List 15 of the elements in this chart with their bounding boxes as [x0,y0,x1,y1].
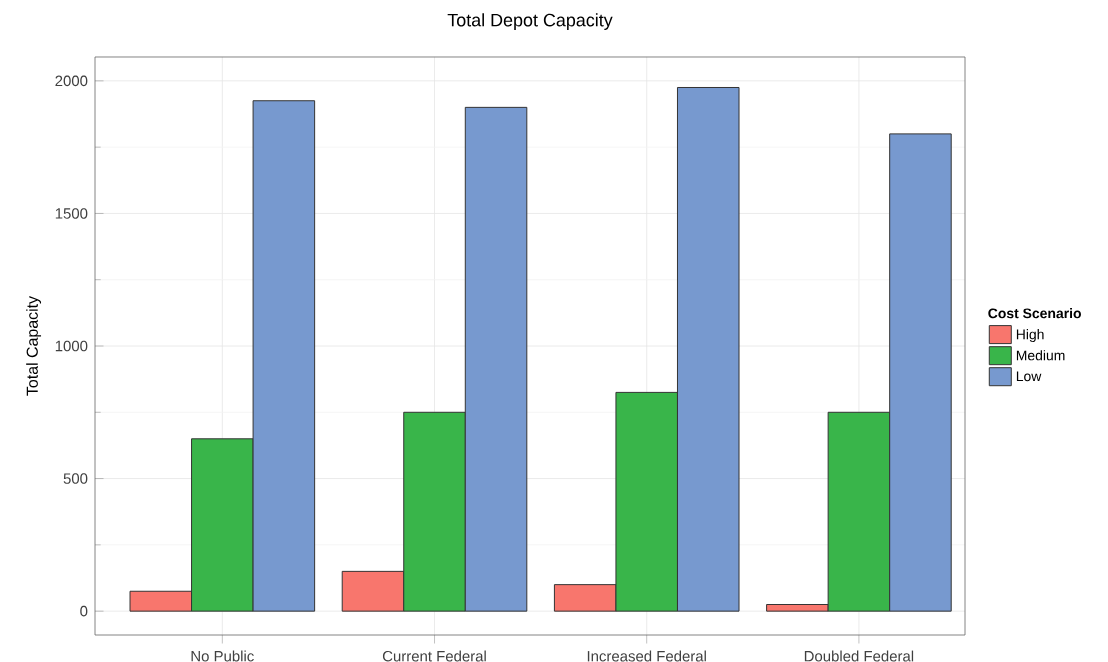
y-axis-title: Total Capacity [26,296,42,396]
y-tick-label: 0 [80,605,88,617]
legend-label: Low [1016,371,1042,382]
legend-label: Medium [1016,350,1065,361]
y-tick-label: 1000 [55,340,88,352]
x-tick-label: Doubled Federal [804,650,914,662]
x-tick-label: Increased Federal [587,650,706,662]
y-tick-label: 500 [63,473,88,484]
y-tick-label: 2000 [55,75,88,87]
x-tick-label: No Public [191,650,254,662]
chart-title: Total Depot Capacity [447,13,613,30]
y-tick-label: 1500 [55,208,88,219]
legend-title: Cost Scenario [988,308,1081,319]
legend-label: High [1016,329,1044,343]
x-tick-label: Current Federal [382,650,486,662]
